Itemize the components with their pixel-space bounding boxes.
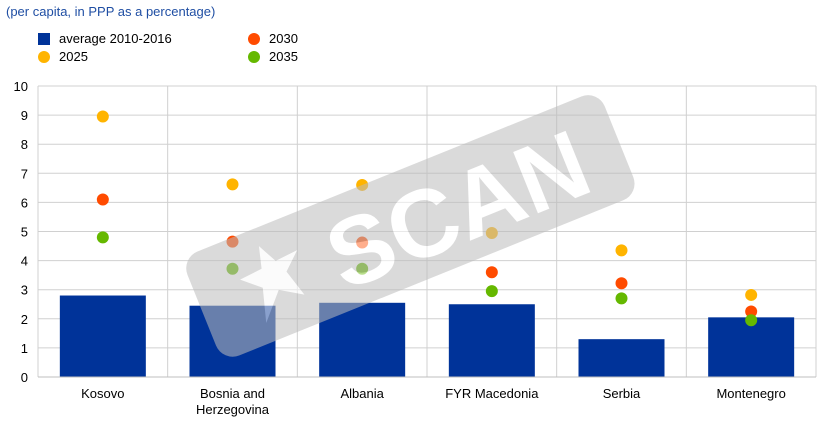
legend-label-2025: 2025 [59,49,88,64]
x-tick-label: Kosovo [81,386,124,401]
legend-item-2035: 2035 [248,50,298,64]
legend-item-2025: 2025 [38,50,88,64]
y-tick-label: 5 [21,225,28,240]
legend-dot-2030 [248,33,260,45]
point-2035 [745,314,758,327]
bar-average [59,295,146,377]
point-2025 [615,244,628,257]
y-tick-label: 0 [21,370,28,385]
legend-dot-2035 [248,51,260,63]
bar-average [578,339,665,377]
point-2025 [96,110,109,123]
x-tick-label: FYR Macedonia [445,386,539,401]
point-2035 [485,285,498,298]
y-tick-label: 3 [21,283,28,298]
point-2030 [745,305,758,318]
x-tick-label: Serbia [603,386,641,401]
point-2030 [226,235,239,248]
point-2025 [226,178,239,191]
legend-label-2030: 2030 [269,31,298,46]
chart-subtitle: (per capita, in PPP as a percentage) [6,4,216,19]
y-tick-label: 9 [21,108,28,123]
point-2035 [356,262,369,275]
point-2035 [96,231,109,244]
x-tick-label: Albania [340,386,384,401]
y-tick-label: 6 [21,195,28,210]
legend-item-2030: 2030 [248,32,298,46]
y-tick-label: 4 [21,254,28,269]
bar-average [189,305,276,377]
bar-average [448,304,535,377]
point-2030 [485,266,498,279]
y-tick-label: 10 [14,79,28,94]
point-2025 [356,178,369,191]
point-2035 [615,292,628,305]
y-tick-label: 1 [21,341,28,356]
point-2035 [226,262,239,275]
bar-average [319,302,406,377]
x-tick-label: Herzegovina [196,402,270,417]
legend-dot-2025 [38,51,50,63]
y-tick-label: 2 [21,312,28,327]
x-tick-label: Montenegro [716,386,785,401]
legend-label-average: average 2010-2016 [59,31,172,46]
y-tick-label: 7 [21,166,28,181]
point-2030 [96,193,109,206]
legend-swatch-average [38,33,50,45]
point-2025 [485,226,498,239]
bar-average [708,317,795,377]
legend-label-2035: 2035 [269,49,298,64]
y-tick-label: 8 [21,137,28,152]
point-2030 [615,277,628,290]
legend-item-average: average 2010-2016 [38,32,172,46]
point-2025 [745,288,758,301]
point-2030 [356,236,369,249]
x-tick-label: Bosnia and [200,386,265,401]
